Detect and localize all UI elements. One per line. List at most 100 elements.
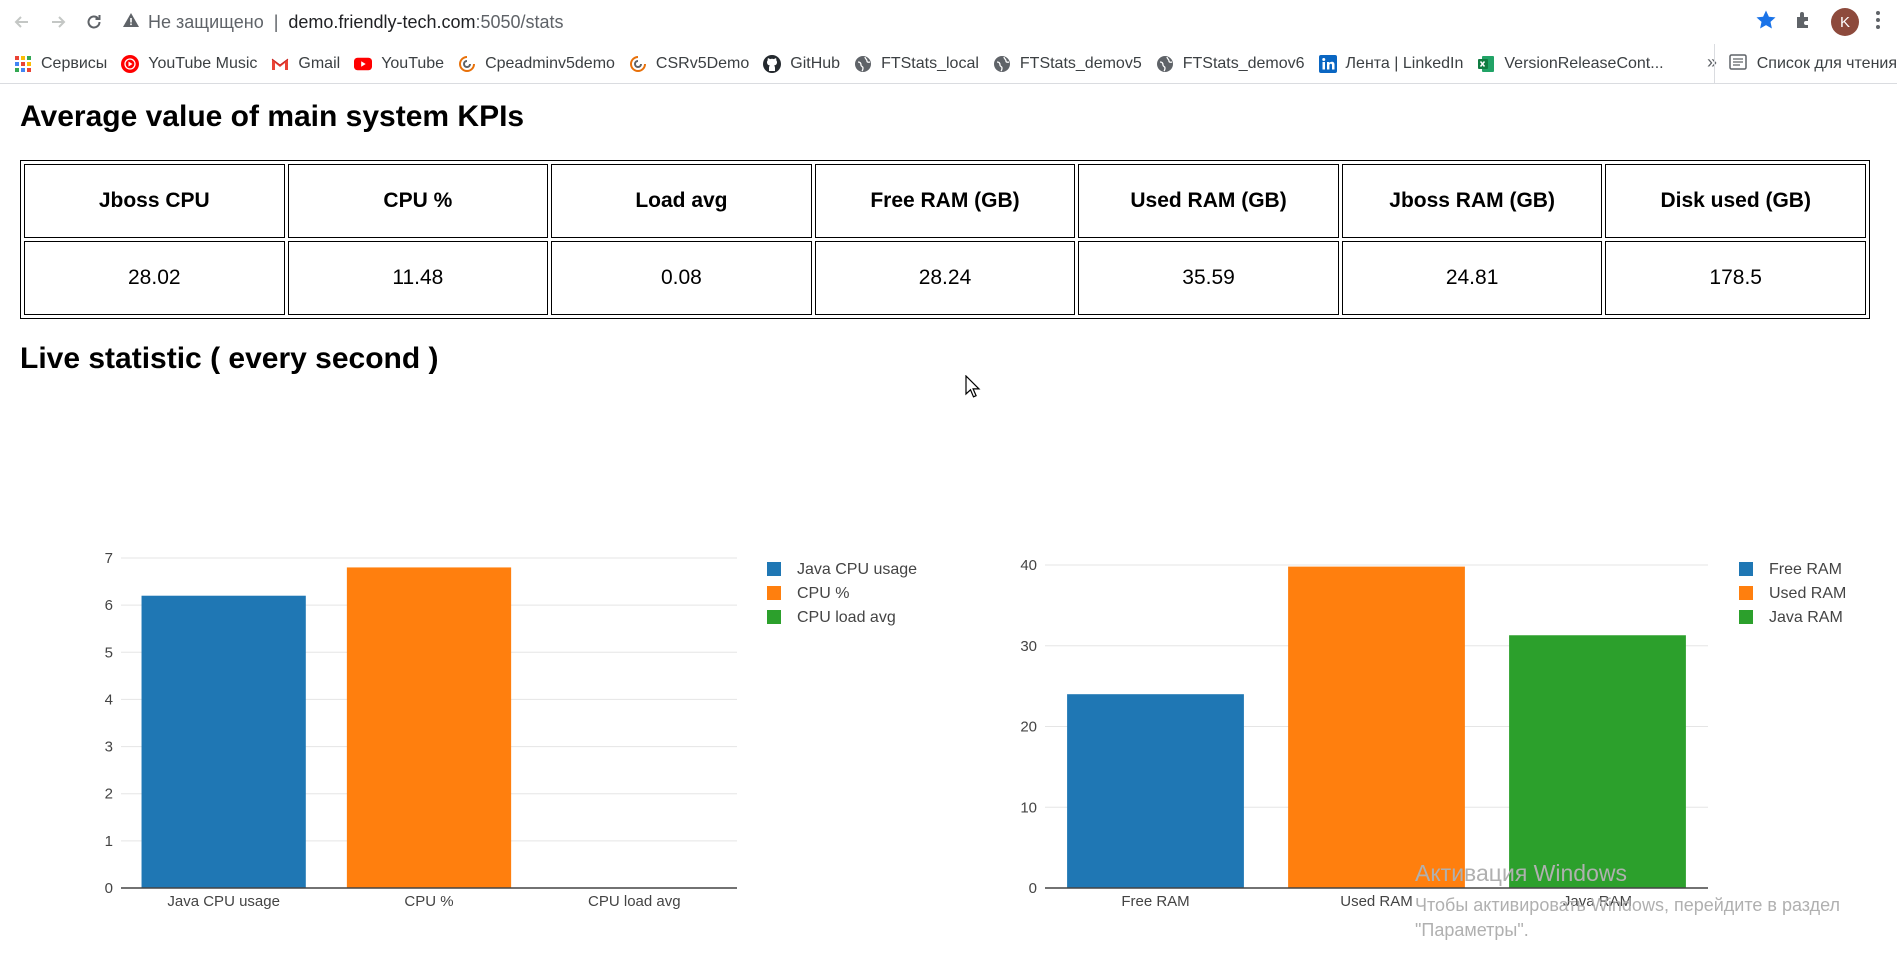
excel-icon <box>1477 55 1495 73</box>
avatar[interactable]: K <box>1831 8 1859 36</box>
youtube-music-icon <box>121 54 140 73</box>
globe-icon <box>993 55 1011 73</box>
warning-icon <box>122 11 140 34</box>
reload-button[interactable] <box>80 8 108 36</box>
menu-kebab-icon[interactable] <box>1875 9 1881 36</box>
bookmark-youtube[interactable]: YouTube <box>354 55 444 73</box>
bar <box>141 595 306 888</box>
bookmark-label: YouTube Music <box>148 54 258 72</box>
arrow-left-icon <box>14 16 28 28</box>
watermark-text: "Параметры". <box>1415 920 1529 940</box>
reload-icon <box>87 15 101 29</box>
legend-swatch <box>1739 610 1753 624</box>
bookmark-youtube-music[interactable]: YouTube Music <box>121 54 258 73</box>
kpi-value-cell: 178.5 <box>1605 241 1866 315</box>
legend-swatch <box>767 586 781 600</box>
kpi-header-cell: Used RAM (GB) <box>1078 164 1339 238</box>
ram-bar-chart: 0 10 20 30 40 Free RAM Used RAM Java RAM Free RA… <box>1020 557 1846 910</box>
bar <box>1509 635 1686 888</box>
bookmark-label: FTStats_demov6 <box>1182 54 1305 72</box>
address-bar: Не защищено | demo.friendly-tech.com :50… <box>0 0 1897 44</box>
live-section-title: Live statistic ( every second ) <box>20 342 439 375</box>
bookmark-star-icon[interactable] <box>1755 9 1777 36</box>
globe-icon <box>854 55 872 73</box>
x-tick-label: Free RAM <box>1121 893 1189 910</box>
bookmark-label: Лента | LinkedIn <box>1345 54 1464 72</box>
kpi-header-cell: CPU % <box>287 164 549 238</box>
x-tick-label: CPU % <box>404 893 453 910</box>
extensions-icon[interactable] <box>1793 9 1815 36</box>
bookmark-github[interactable]: GitHub <box>763 54 840 73</box>
bookmark-csr[interactable]: CSRv5Demo <box>629 55 749 73</box>
kpi-section-title: Average value of main system KPIs <box>20 100 525 133</box>
kpi-header-cell: Disk used (GB) <box>1605 164 1866 238</box>
legend-label: Java RAM <box>1769 609 1843 626</box>
security-label[interactable]: Не защищено <box>148 11 264 32</box>
y-tick-label: 5 <box>105 644 113 661</box>
bookmark-ftstats-local[interactable]: FTStats_local <box>854 55 979 73</box>
bookmark-ftstats-demov5[interactable]: FTStats_demov5 <box>993 55 1142 73</box>
legend-label: Used RAM <box>1769 585 1846 602</box>
legend-swatch <box>767 562 781 576</box>
x-tick-label: Used RAM <box>1340 893 1413 910</box>
legend-label: Java CPU usage <box>797 561 917 578</box>
windows-activation-watermark: Активация Windows Чтобы активировать Win… <box>1415 860 1840 943</box>
y-tick-label: 20 <box>1020 719 1037 736</box>
kpi-value-cell: 24.81 <box>1341 241 1603 315</box>
y-tick-label: 6 <box>105 597 113 614</box>
bookmark-version-release[interactable]: VersionReleaseCont... <box>1477 54 1664 73</box>
url-host: demo.friendly-tech.com <box>288 11 476 32</box>
kpi-value-cell: 0.08 <box>551 241 812 315</box>
bookmark-services[interactable]: Сервисы <box>14 55 107 73</box>
legend-label: CPU load avg <box>797 609 896 626</box>
kpi-value-cell: 28.02 <box>24 241 285 315</box>
kpi-table: Jboss CPU CPU % Load avg Free RAM (GB) U… <box>20 160 1870 319</box>
kpi-value-row: 28.02 11.48 0.08 28.24 35.59 24.81 178.5 <box>24 241 1866 315</box>
y-tick-label: 10 <box>1020 799 1037 816</box>
kpi-header-row: Jboss CPU CPU % Load avg Free RAM (GB) U… <box>24 164 1866 238</box>
y-tick-label: 7 <box>105 550 113 567</box>
y-tick-label: 4 <box>105 691 113 708</box>
mouse-cursor-icon <box>965 375 981 398</box>
x-tick-label: CPU load avg <box>588 893 681 910</box>
legend-swatch <box>767 610 781 624</box>
kpi-value-cell: 11.48 <box>287 241 549 315</box>
url-separator: | <box>273 11 279 32</box>
bookmark-gmail[interactable]: Gmail <box>271 55 340 73</box>
url-input[interactable]: Не защищено | demo.friendly-tech.com :50… <box>122 7 564 37</box>
y-tick-label: 30 <box>1020 638 1037 655</box>
bookmark-label: YouTube <box>381 54 445 72</box>
reading-list-button[interactable]: Список для чтения <box>1713 44 1897 83</box>
cpu-bar-chart: 0 1 2 3 4 5 6 7 Java CPU usage CPU % CPU load avg J… <box>105 550 918 910</box>
reading-list-label: Список для чтения <box>1756 55 1897 72</box>
y-tick-label: 0 <box>1029 880 1037 897</box>
bar <box>346 567 512 888</box>
youtube-icon <box>354 55 373 73</box>
y-tick-label: 0 <box>105 880 113 897</box>
watermark-text: Чтобы активировать Windows, перейдите в … <box>1415 895 1841 915</box>
kpi-header-cell: Free RAM (GB) <box>814 164 1076 238</box>
reading-list-icon <box>1728 53 1747 75</box>
kpi-header-cell: Jboss CPU <box>24 164 285 238</box>
arrow-right-icon <box>52 16 66 28</box>
x-tick-label: Java RAM <box>1563 893 1632 910</box>
bookmark-linkedin[interactable]: Лента | LinkedIn <box>1318 54 1464 73</box>
forward-button[interactable] <box>44 8 72 36</box>
linkedin-icon <box>1318 54 1337 73</box>
more-bookmarks-button[interactable]: » <box>1706 52 1717 72</box>
legend-swatch <box>1739 562 1753 576</box>
bar <box>1288 566 1465 888</box>
bookmark-label: Cpeadminv5demo <box>485 54 615 72</box>
back-button[interactable] <box>8 8 36 36</box>
bookmark-cpeadmin[interactable]: Cpeadminv5demo <box>458 55 615 73</box>
bookmark-label: VersionReleaseCont... <box>1504 54 1664 72</box>
x-tick-label: Java CPU usage <box>167 893 280 910</box>
bookmark-ftstats-demov6[interactable]: FTStats_demov6 <box>1156 55 1305 73</box>
bookmark-label: Сервисы <box>41 54 108 72</box>
kpi-value-cell: 28.24 <box>814 241 1076 315</box>
toolbar-right: K <box>1755 6 1897 38</box>
bookmarks-bar: Сервисы YouTube Music Gmail YouTube Cpea… <box>0 44 1897 84</box>
globe-icon <box>1156 55 1174 73</box>
legend-label: CPU % <box>797 585 849 602</box>
bookmark-label: CSRv5Demo <box>655 54 750 72</box>
